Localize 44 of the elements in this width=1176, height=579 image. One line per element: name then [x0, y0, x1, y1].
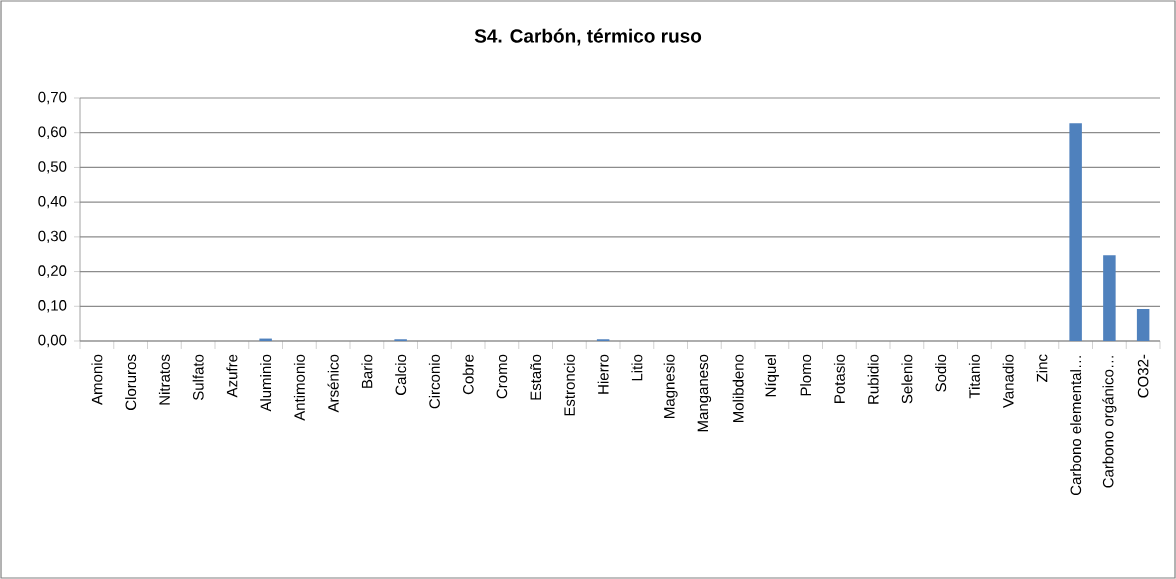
- y-tick-label: 0,30: [38, 230, 67, 244]
- x-tick-label: Aluminio: [260, 354, 272, 412]
- y-tick-label: 0,10: [38, 300, 67, 313]
- x-tick-label: Cromo: [496, 354, 508, 399]
- x-tick-label: Carbono elemental…: [1070, 356, 1082, 496]
- y-tick-label: 0,50: [38, 161, 67, 174]
- bar: [1103, 255, 1116, 341]
- chart-title: S4. Carbón, térmico ruso: [474, 28, 702, 46]
- y-tick-label: 0,00: [38, 334, 67, 348]
- x-tick-label: Arsénico: [327, 354, 339, 413]
- x-tick-label: Titanio: [968, 354, 980, 399]
- x-tick-label: Calcio: [395, 354, 407, 395]
- x-tick-label: Estroncio: [563, 354, 575, 416]
- x-tick-label: Rubidio: [867, 354, 879, 404]
- x-tick-label: Litio: [631, 354, 643, 381]
- x-tick-label: Bario: [361, 354, 373, 388]
- x-tick-label: Sulfato: [192, 354, 204, 401]
- x-tick-label: Estaño: [530, 354, 542, 400]
- x-tick-label: Manganeso: [697, 354, 712, 432]
- x-tick-label: CO32-: [1137, 354, 1149, 398]
- y-tick-label: 0,20: [38, 265, 67, 278]
- x-tick-label: Níquel: [764, 355, 779, 397]
- x-tick-label: Zinc: [1036, 354, 1048, 382]
- x-tick-label: Azufre: [226, 354, 238, 398]
- x-tick-label: Vanadio: [1002, 354, 1014, 408]
- x-tick-label: Plomo: [800, 354, 812, 396]
- x-tick-label: Nitratos: [158, 354, 170, 405]
- bar: [1136, 309, 1150, 341]
- x-tick-label: Sodio: [935, 354, 947, 392]
- x-tick-label: Magnesio: [663, 354, 678, 418]
- x-tick-label: Cobre: [462, 354, 474, 395]
- x-tick-label: Circonio: [428, 354, 440, 409]
- x-tick-label: Hierro: [597, 354, 609, 394]
- y-tick-label: 0,40: [38, 195, 67, 209]
- x-tick-label: Potasio: [833, 354, 845, 403]
- x-tick-label: Molibdeno: [732, 354, 744, 423]
- x-tick-label: Carbono orgánico…: [1102, 356, 1117, 488]
- y-tick-label: 0,70: [38, 91, 67, 105]
- y-tick-label: 0,60: [38, 126, 67, 139]
- x-tick-label: Cloruros: [125, 354, 137, 410]
- x-tick-label: Antimonio: [293, 354, 305, 421]
- x-tick-label: Amonio: [91, 354, 103, 405]
- bar: [1069, 123, 1082, 341]
- x-tick-label: Selenio: [901, 354, 913, 404]
